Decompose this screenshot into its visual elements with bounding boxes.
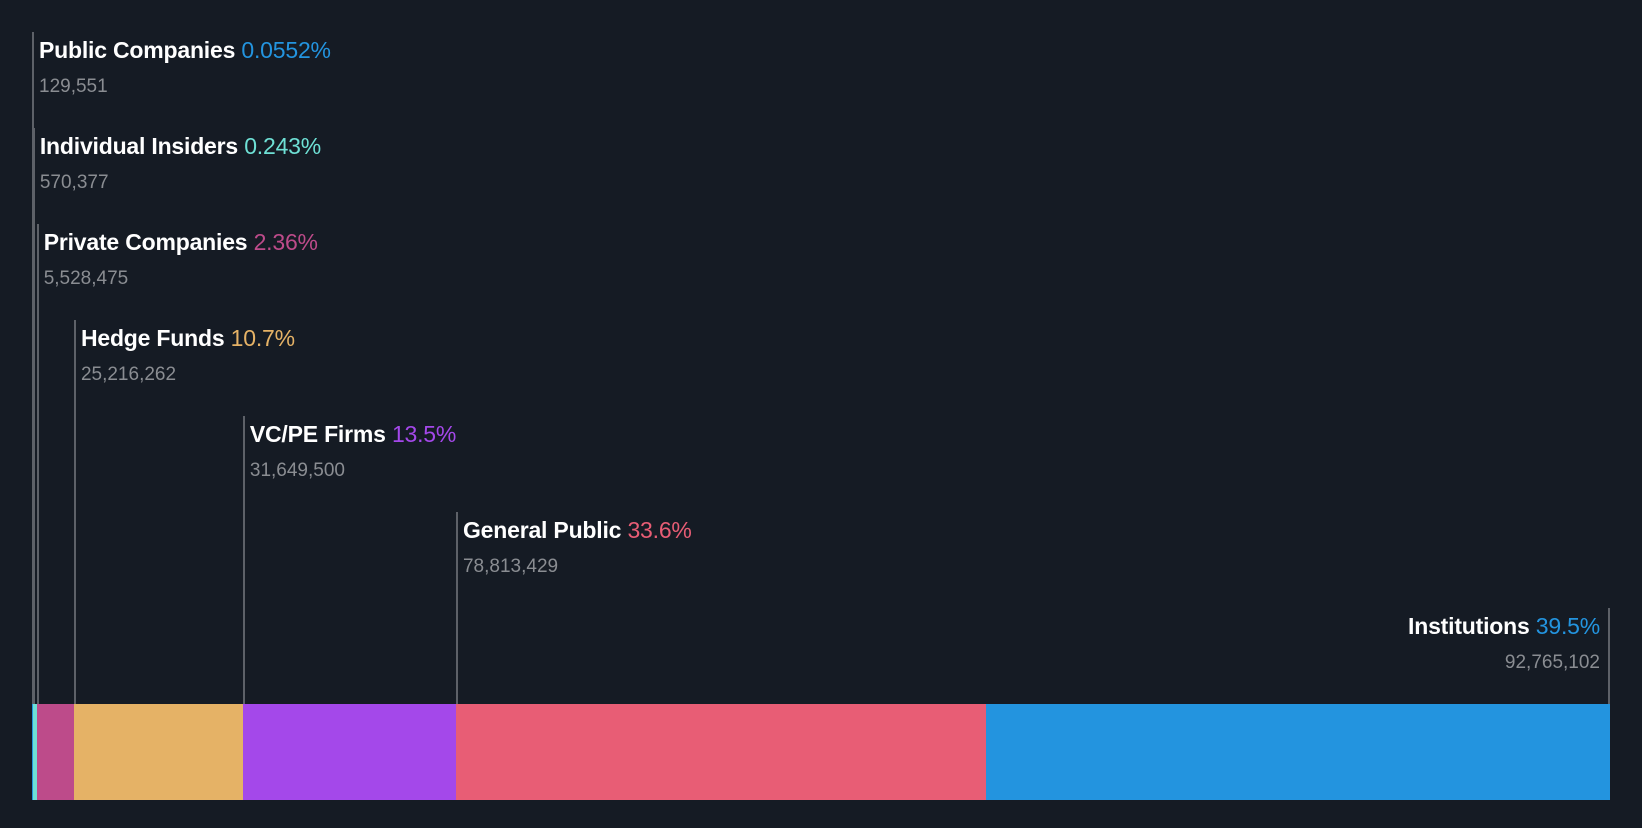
label-title: Hedge Funds 10.7% xyxy=(81,324,295,352)
label-title: General Public 33.6% xyxy=(463,516,692,544)
label-percent: 10.7% xyxy=(230,325,295,351)
segment-label: Private Companies 2.36% 5,528,475 xyxy=(44,228,318,291)
label-title: Public Companies 0.0552% xyxy=(39,36,331,64)
label-percent: 0.243% xyxy=(244,133,322,159)
label-shares: 5,528,475 xyxy=(43,268,129,289)
label-percent: 2.36% xyxy=(253,229,318,255)
label-name: Institutions xyxy=(1408,613,1530,639)
label-percent: 13.5% xyxy=(391,421,457,447)
label-percent: 0.0552% xyxy=(241,37,331,63)
bar-segment-vc-pe-firms[interactable] xyxy=(242,704,456,800)
label-title: Institutions 39.5% xyxy=(1408,612,1600,640)
segment-label: Institutions 39.5% 92,765,102 xyxy=(1408,612,1600,675)
label-title: Private Companies 2.36% xyxy=(44,228,318,256)
segment-label: Public Companies 0.0552% 129,551 xyxy=(39,36,331,99)
label-shares: 31,649,500 xyxy=(249,460,345,481)
label-title: Individual Insiders 0.243% xyxy=(40,132,321,160)
label-name: Public Companies xyxy=(39,37,236,63)
segment-label: Hedge Funds 10.7% 25,216,262 xyxy=(81,324,295,387)
label-shares: 570,377 xyxy=(39,172,109,193)
label-name: Individual Insiders xyxy=(39,133,238,159)
bar-segment-institutions[interactable] xyxy=(986,704,1610,800)
leader-line xyxy=(73,320,76,704)
leader-line xyxy=(32,128,35,704)
segment-label: VC/PE Firms 13.5% 31,649,500 xyxy=(250,420,456,483)
bar-segment-private-companies[interactable] xyxy=(36,704,74,800)
bar-segment-hedge-funds[interactable] xyxy=(73,704,243,800)
segment-label: Individual Insiders 0.243% 570,377 xyxy=(40,132,321,195)
leader-line xyxy=(455,512,458,704)
bar-segment-general-public[interactable] xyxy=(455,704,987,800)
label-percent: 39.5% xyxy=(1535,613,1600,639)
label-shares: 129,551 xyxy=(39,76,108,97)
label-name: Private Companies xyxy=(43,229,248,255)
bar-segment-public-companies[interactable] xyxy=(32,704,34,800)
label-name: VC/PE Firms xyxy=(249,421,386,447)
label-percent: 33.6% xyxy=(627,517,692,543)
bar-segment-individual-insiders[interactable] xyxy=(32,704,37,800)
label-title: VC/PE Firms 13.5% xyxy=(250,420,456,448)
leader-line xyxy=(242,416,245,704)
label-name: General Public xyxy=(462,517,622,543)
label-shares: 25,216,262 xyxy=(80,364,177,385)
segment-label: General Public 33.6% 78,813,429 xyxy=(463,516,692,579)
leader-line xyxy=(1608,608,1610,704)
label-name: Hedge Funds xyxy=(80,325,225,351)
label-shares: 78,813,429 xyxy=(462,556,559,577)
leader-line xyxy=(36,224,39,704)
label-shares: 92,765,102 xyxy=(1504,652,1600,673)
